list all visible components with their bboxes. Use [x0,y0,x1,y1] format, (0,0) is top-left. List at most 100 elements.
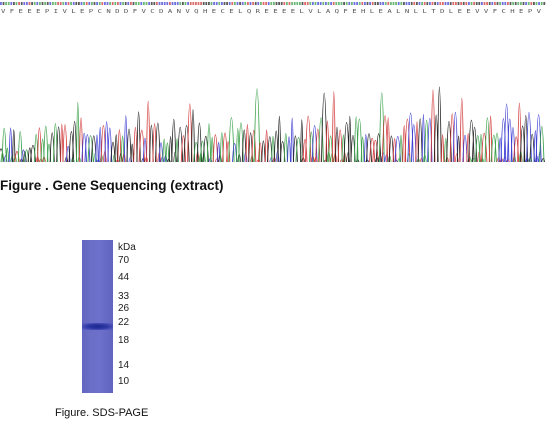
base-call-mark [197,2,200,5]
base-call-mark [65,2,67,5]
trace-peak [171,119,177,163]
base-call-mark [374,2,377,5]
base-call-mark [85,2,88,5]
trace-minor-peak [397,158,402,163]
base-call-mark [2,2,5,5]
trace-minor-peak [166,158,171,163]
base-call-mark [470,2,473,5]
trace-minor-peak [22,151,27,163]
base-call-mark [270,2,273,5]
base-call-mark [390,2,392,5]
base-call-mark [52,2,54,5]
base-call-mark [132,2,135,5]
base-call-mark [543,2,546,5]
base-call-mark [41,2,44,5]
base-call-mark [483,2,486,5]
base-call-mark [239,2,241,5]
trace-minor-peak [365,159,370,163]
base-call-mark [413,2,416,5]
base-call-mark [473,2,475,5]
base-call-mark [205,2,208,5]
base-call-mark [33,2,36,5]
base-call-mark [111,2,114,5]
base-call-mark [504,2,507,5]
base-call-mark [325,2,327,5]
base-call-mark [67,2,70,5]
base-call-mark [351,2,353,5]
base-call-mark [434,2,436,5]
base-call-mark [442,2,444,5]
base-call-mark [49,2,52,5]
base-call-mark [301,2,304,5]
trace-minor-peak [275,150,280,163]
trace-minor-peak [346,152,350,163]
base-call-mark [234,2,236,5]
base-call-mark [15,2,18,5]
trace-peak [456,135,461,163]
base-call-mark [192,2,195,5]
trace-minor-peak [93,153,98,163]
base-call-mark [304,2,306,5]
trace-peak [404,119,411,163]
trace-minor-peak [454,153,459,163]
trace-minor-peak [269,157,274,163]
base-call-mark [169,2,171,5]
base-call-mark [520,2,522,5]
base-call-mark [26,2,28,5]
base-call-mark [98,2,101,5]
trace-peak [241,129,247,163]
trace-peak [356,118,363,163]
base-call-mark [509,2,512,5]
trace-peak [539,125,545,163]
trace-minor-peak [160,156,165,163]
trace-peak [372,139,379,163]
base-call-mark [127,2,130,5]
trace-peak [72,121,78,163]
trace-minor-peak [445,157,450,163]
base-call-mark [174,2,176,5]
ladder-marker: 22 [118,317,130,328]
base-call-mark [119,2,122,5]
ladder-unit-label: kDa [118,242,136,253]
trace-peak [459,97,464,163]
base-call-mark [140,2,143,5]
base-call-mark [358,2,361,5]
trace-peak [95,134,99,163]
trace-peak [366,133,372,163]
trace-peak [277,115,282,163]
base-call-mark [54,2,57,5]
trace-minor-peak [122,152,126,163]
trace-peak [130,143,134,163]
base-call-mark [148,2,150,5]
base-call-mark [210,2,213,5]
ladder-marker: 10 [118,376,130,387]
trace-peak [228,117,235,163]
ladder-marker: 14 [118,360,130,371]
base-call-mark [460,2,462,5]
base-call-mark [517,2,520,5]
trace-peak [399,134,403,163]
trace-peak [162,138,167,163]
trace-peak [76,102,80,163]
base-call-mark [478,2,481,5]
base-call-mark [436,2,439,5]
protein-sequence-track: V F E E E P I V L E P C N D D F V C D A … [1,9,541,15]
base-call-mark [499,2,501,5]
trace-peak [126,128,132,163]
ladder-marker: 26 [118,303,130,314]
trace-peak [481,133,488,163]
molecular-weight-ladder: kDa 70 44 33 26 22 18 14 10 [118,240,158,400]
trace-peak [517,102,522,163]
trace-peak [500,118,507,163]
base-call-mark [213,2,215,5]
base-call-mark [475,2,478,5]
base-call-mark [59,2,62,5]
base-call-mark [249,2,252,5]
base-call-mark [462,2,465,5]
trace-peak [43,125,49,163]
trace-peak [337,129,343,163]
trace-peak [360,136,365,163]
base-call-mark [267,2,270,5]
base-call-mark [397,2,400,5]
base-call-mark [93,2,96,5]
